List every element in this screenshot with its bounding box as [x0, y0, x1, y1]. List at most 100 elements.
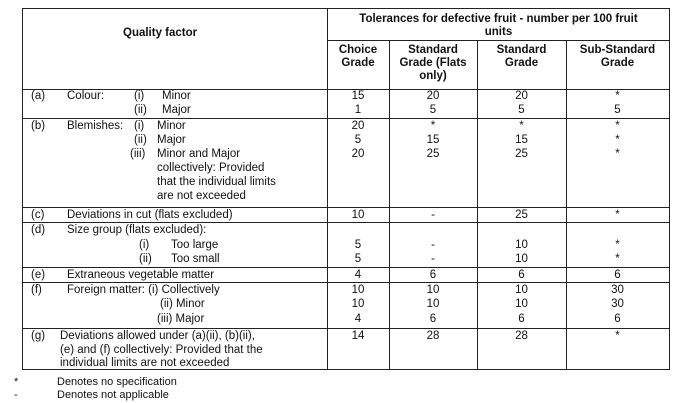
- row-b-cont-3: are not exceeded: [157, 190, 246, 202]
- row-d-i-text: Too large: [171, 239, 219, 251]
- footnote-2-text: Denotes not applicable: [57, 389, 169, 401]
- row-b-i-choice: 20: [351, 120, 365, 132]
- row-f-i-standard: 10: [515, 284, 528, 296]
- row-d-i-stdflats: -: [431, 239, 435, 251]
- row-b-letter: (b): [31, 120, 46, 132]
- row-e-choice: 4: [354, 269, 362, 281]
- row-a-ii-stdflats: 5: [429, 104, 437, 116]
- row-b-ii-choice: 5: [354, 134, 362, 146]
- row-f-i-substd: 30: [611, 284, 624, 296]
- row-f-i-stdflats: 10: [426, 284, 440, 296]
- tolerance-table: Quality factor Tolerances for defective …: [22, 8, 670, 370]
- row-b-ii-standard: 15: [515, 134, 528, 146]
- row-e-substd: 6: [614, 269, 621, 281]
- row-b-iii-substd: *: [615, 148, 620, 160]
- row-a-i-choice: 15: [351, 90, 365, 102]
- row-a-ii-standard: 5: [518, 104, 525, 116]
- row-b-i-standard: *: [519, 120, 524, 132]
- row-d-label: Size group (flats excluded):: [67, 224, 207, 236]
- rule-right: [669, 8, 670, 370]
- row-a-ii-text: Major: [162, 104, 191, 116]
- row-d-ii-stdflats: -: [431, 253, 435, 265]
- header-std-flats-1: Standard: [408, 44, 458, 56]
- footnote-2-symbol: -: [14, 389, 18, 401]
- row-a-label: Colour:: [67, 90, 105, 102]
- rule-left: [22, 8, 23, 370]
- row-g-standard: 28: [515, 330, 528, 342]
- row-e-letter: (e): [31, 269, 46, 281]
- row-b-ii-text: Major: [157, 134, 186, 146]
- row-a-i-substd: *: [615, 90, 620, 102]
- row-b-iii-choice: 20: [351, 148, 365, 160]
- row-c-standard: 25: [515, 209, 528, 221]
- header-quality-factor: Quality factor: [123, 27, 198, 39]
- row-c-letter: (c): [31, 209, 45, 221]
- row-f-ii-choice: 10: [351, 298, 365, 310]
- row-a-i-stdflats: 20: [426, 90, 440, 102]
- row-c-choice: 10: [351, 209, 365, 221]
- rule-e-bottom: [22, 282, 670, 283]
- footnote-1-text: Denotes no specification: [57, 376, 177, 388]
- rule-d-bottom: [22, 267, 670, 268]
- row-g-stdflats: 28: [426, 330, 440, 342]
- header-tolerances: Tolerances for defective fruit - number …: [359, 13, 638, 25]
- header-sub-standard-1: Sub-Standard: [579, 44, 656, 56]
- row-d-ii-substd: *: [615, 253, 620, 265]
- header-std-flats-3: only): [419, 70, 447, 82]
- row-b-iii-text: Minor and Major: [157, 148, 241, 160]
- row-g-line-1: Deviations allowed under (a)(ii), (b)(ii…: [60, 330, 255, 342]
- row-d-i-standard: 10: [515, 239, 528, 251]
- row-f-iii-stdflats: 6: [429, 313, 437, 325]
- row-e-stdflats: 6: [429, 269, 437, 281]
- row-g-letter: (g): [31, 330, 46, 342]
- row-d-letter: (d): [31, 224, 46, 236]
- rule-bottom: [22, 369, 670, 370]
- header-units: units: [484, 26, 513, 38]
- header-standard-1: Standard: [496, 44, 547, 56]
- rule-col4: [566, 40, 567, 370]
- row-d-ii-choice: 5: [354, 253, 362, 265]
- rule-a-bottom: [22, 118, 670, 119]
- row-b-i-text: Minor: [157, 120, 186, 132]
- row-g-choice: 14: [351, 330, 365, 342]
- row-d-i-choice: 5: [354, 239, 362, 251]
- row-c-substd: *: [615, 209, 620, 221]
- rule-f-bottom: [22, 328, 670, 329]
- row-f-label: Foreign matter: (i) Collectively: [67, 284, 220, 296]
- row-d-i-substd: *: [615, 239, 620, 251]
- row-f-letter: (f): [31, 284, 42, 296]
- row-d-ii-text: Too small: [171, 253, 220, 265]
- header-choice-1: Choice: [338, 44, 378, 56]
- row-a-i-num: (i): [134, 90, 145, 102]
- row-g-line-2: (e) and (f) collectively: Provided that …: [60, 344, 263, 356]
- row-d-ii-standard: 10: [515, 253, 528, 265]
- row-b-i-stdflats: *: [430, 120, 436, 132]
- rule-header-bottom: [22, 89, 670, 90]
- row-f-ii-substd: 30: [611, 298, 624, 310]
- header-sub-standard-2: Grade: [600, 57, 635, 69]
- row-a-i-standard: 20: [515, 90, 528, 102]
- row-g-line-3: individual limits are not exceeded: [60, 357, 230, 369]
- row-b-iii-num: (iii): [130, 148, 146, 160]
- header-std-flats-2: Grade (Flats: [399, 57, 467, 69]
- row-d-i-num: (i): [139, 239, 150, 251]
- row-f-ii-stdflats: 10: [426, 298, 440, 310]
- row-a-ii-num: (ii): [134, 104, 147, 116]
- row-b-i-num: (i): [134, 120, 145, 132]
- rule-col1: [327, 8, 328, 370]
- row-f-iii-substd: 6: [614, 313, 621, 325]
- row-f-ii-text: (ii) Minor: [160, 298, 205, 310]
- row-f-ii-standard: 10: [515, 298, 528, 310]
- rule-top: [22, 8, 670, 9]
- footnote-1-symbol: *: [14, 376, 19, 388]
- rule-col2: [389, 40, 390, 370]
- row-a-ii-substd: 5: [614, 104, 621, 116]
- row-b-cont-1: collectively: Provided: [157, 162, 265, 174]
- row-f-iii-choice: 4: [354, 313, 362, 325]
- row-b-iii-standard: 25: [515, 148, 528, 160]
- header-standard-2: Grade: [504, 57, 539, 69]
- row-b-iii-stdflats: 25: [426, 148, 440, 160]
- header-choice-2: Grade: [341, 57, 375, 69]
- rule-b-bottom: [22, 207, 670, 208]
- row-b-label: Blemishes:: [67, 120, 124, 132]
